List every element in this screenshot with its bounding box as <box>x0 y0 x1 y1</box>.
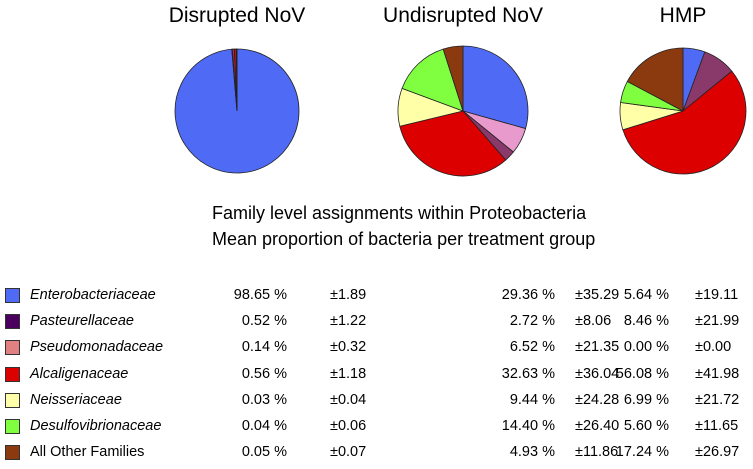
family-name: Neisseriaceae <box>30 391 122 408</box>
family-name: Pseudomonadaceae <box>30 339 164 356</box>
legend-swatch <box>5 314 20 330</box>
table-row: Neisseriaceae 0.03 % ±0.04 9.44 % ±24.28 6.99… <box>0 390 753 412</box>
family-name: Desulfovibrionaceae <box>30 418 162 434</box>
mean-value: 8.46 % <box>623 313 669 330</box>
mean-value: 0.14 % <box>241 339 287 356</box>
pie-slice-alcaligenaceae <box>622 70 747 175</box>
family-name: Pasteurellaceae <box>30 313 134 330</box>
table-row: Pseudomonadaceae 0.14 % ±0.32 6.52 % ±21.35 0… <box>0 337 753 359</box>
legend-swatch <box>5 288 20 303</box>
mean-value: 6.52 % <box>509 339 555 356</box>
sd-value: ±21.35 <box>575 339 620 356</box>
family-name: All Other Families <box>30 444 145 461</box>
mean-value: 56.08 % <box>615 365 669 382</box>
table-row: Enterobacteriaceae 98.65 % ±1.89 29.36 % ±35… <box>0 285 753 307</box>
mean-value: 0.03 % <box>241 391 287 408</box>
sd-value: ±26.97 <box>695 444 740 461</box>
sd-value: ±8.06 <box>575 313 612 330</box>
sd-value: ±35.29 <box>575 287 620 303</box>
sd-value: ±1.89 <box>330 287 367 303</box>
sd-value: ±1.22 <box>330 313 367 330</box>
mean-value: 0.00 % <box>623 339 669 356</box>
sd-value: ±36.04 <box>575 365 620 382</box>
mean-value: 4.93 % <box>509 444 555 461</box>
sd-value: ±21.99 <box>695 313 740 330</box>
mean-value: 14.40 % <box>501 418 555 434</box>
pie-slice-alcaligenaceae <box>399 110 507 177</box>
pie-slice-enterobacteriaceae <box>462 45 529 130</box>
mean-value: 0.05 % <box>241 444 287 461</box>
table-row: All Other Families 0.05 % ±0.07 4.93 % ±11.8… <box>0 442 753 464</box>
sd-value: ±19.11 <box>695 287 739 303</box>
legend-swatch <box>5 366 20 382</box>
sd-value: ±0.07 <box>330 444 367 461</box>
mean-value: 2.72 % <box>509 313 555 330</box>
sd-value: ±0.00 <box>695 339 732 356</box>
family-name: Alcaligenaceae <box>30 365 129 382</box>
sd-value: ±0.04 <box>330 391 367 408</box>
mean-value: 29.36 % <box>501 287 555 303</box>
pie-title-disrupted: Disrupted NoV <box>168 4 306 27</box>
pie-charts <box>174 45 747 177</box>
pie-slice-all-other-families <box>626 47 684 112</box>
sd-value: ±0.06 <box>330 418 367 434</box>
table-row: Desulfovibrionaceae 0.04 % ±0.06 14.40 % ±26… <box>0 416 753 438</box>
subtitle-line-2: Mean proportion of bacteria per treatmen… <box>212 229 596 249</box>
sd-value: ±21.72 <box>695 391 740 408</box>
sd-value: ±0.32 <box>330 339 367 356</box>
sd-value: ±24.28 <box>575 391 620 408</box>
legend-swatch <box>5 392 20 408</box>
mean-value: 32.63 % <box>501 365 555 382</box>
mean-value: 0.52 % <box>241 313 287 330</box>
sd-value: ±41.98 <box>695 365 740 382</box>
subtitle-line-1: Family level assignments within Proteoba… <box>212 203 587 223</box>
legend-swatch <box>5 445 20 461</box>
mean-value: 0.04 % <box>241 418 287 434</box>
mean-value: 17.24 % <box>615 444 669 461</box>
pie-slice-all-other-families <box>442 45 464 112</box>
sd-value: ±1.18 <box>330 365 367 382</box>
sd-value: ±26.40 <box>575 418 620 434</box>
sd-value: ±11.86 <box>575 444 619 461</box>
mean-value: 98.65 % <box>233 287 287 303</box>
family-name: Enterobacteriaceae <box>30 287 156 303</box>
table-row: Alcaligenaceae 0.56 % ±1.18 32.63 % ±36.04 56… <box>0 364 753 386</box>
pie-title-hmp: HMP <box>659 4 707 27</box>
mean-value: 5.64 % <box>623 287 669 303</box>
mean-value: 0.56 % <box>241 365 287 382</box>
mean-value: 6.99 % <box>623 391 669 408</box>
table-row: Pasteurellaceae 0.52 % ±1.22 2.72 % ±8.06 8.4… <box>0 311 753 333</box>
legend-swatch <box>5 419 20 434</box>
mean-value: 5.60 % <box>623 418 669 434</box>
legend-swatch <box>5 340 20 356</box>
pie-title-undisrupted: Undisrupted NoV <box>383 4 543 27</box>
mean-value: 9.44 % <box>509 391 555 408</box>
sd-value: ±11.65 <box>695 418 739 434</box>
